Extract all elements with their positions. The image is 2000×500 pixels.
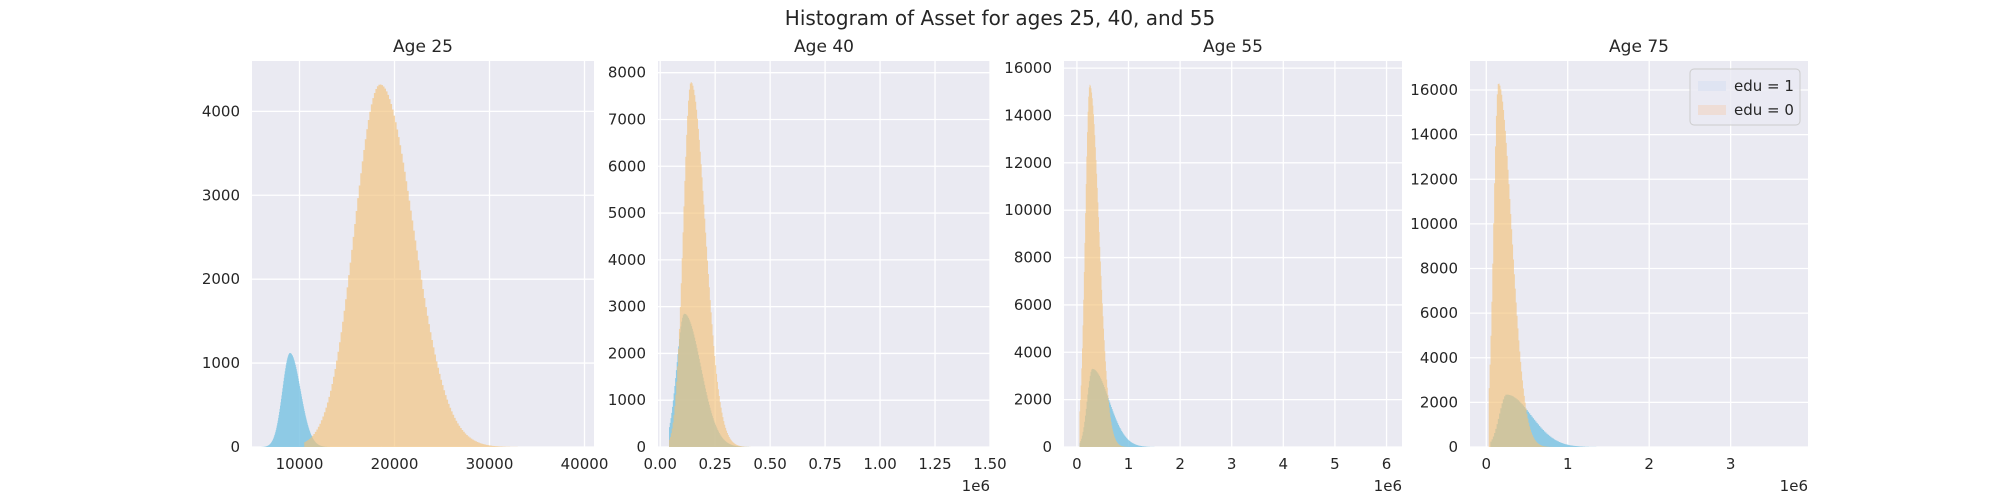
x-tick-label: 1: [1563, 455, 1573, 473]
y-tick-label: 1000: [202, 354, 240, 372]
chart-title: Histogram of Asset for ages 25, 40, and …: [784, 6, 1216, 30]
histogram-bars-edu-0: [1488, 83, 1633, 448]
histogram-bars-edu-1: [261, 353, 338, 447]
x-tick-label: 0.50: [753, 455, 786, 473]
y-tick-label: 3000: [202, 186, 240, 204]
y-tick-label: 2000: [608, 344, 646, 362]
y-tick-label: 6000: [1014, 296, 1052, 314]
x-tick-label: 1.25: [918, 455, 951, 473]
y-tick-label: 14000: [1410, 126, 1458, 144]
x-tick-label: 6: [1382, 455, 1392, 473]
plot-area: [1064, 61, 1402, 447]
y-tick-label: 5000: [608, 204, 646, 222]
x-tick-label: 3: [1227, 455, 1237, 473]
y-tick-label: 6000: [608, 157, 646, 175]
x-tick-label: 1.00: [863, 455, 896, 473]
y-tick-label: 2000: [1014, 391, 1052, 409]
panel-title: Age 75: [1609, 37, 1669, 57]
x-offset-label: 1e6: [1780, 477, 1808, 495]
y-tick-label: 1000: [608, 391, 646, 409]
panel-title: Age 25: [393, 37, 453, 57]
y-tick-label: 0: [1042, 438, 1052, 456]
y-tick-label: 4000: [1420, 349, 1458, 367]
legend-entry: edu = 0: [1734, 101, 1794, 119]
y-tick-label: 8000: [1420, 260, 1458, 278]
y-tick-label: 16000: [1004, 59, 1052, 77]
y-tick-label: 14000: [1004, 106, 1052, 124]
y-tick-label: 2000: [1420, 393, 1458, 411]
y-tick-label: 4000: [608, 251, 646, 269]
histogram-bars-edu-0: [668, 82, 815, 447]
y-tick-label: 0: [230, 438, 240, 456]
y-tick-label: 4000: [1014, 343, 1052, 361]
y-tick-label: 0: [636, 438, 646, 456]
legend-swatch: [1698, 105, 1726, 115]
histogram-bars-edu-0: [304, 84, 547, 447]
legend-entry: edu = 1: [1734, 77, 1794, 95]
x-tick-label: 2: [1644, 455, 1654, 473]
x-tick-label: 10000: [276, 455, 324, 473]
y-tick-label: 0: [1448, 438, 1458, 456]
x-tick-label: 4: [1279, 455, 1289, 473]
y-tick-label: 4000: [202, 102, 240, 120]
x-tick-label: 0.25: [698, 455, 731, 473]
legend-swatch: [1698, 81, 1726, 91]
x-tick-label: 20000: [371, 455, 419, 473]
x-offset-label: 1e6: [962, 477, 990, 495]
x-tick-label: 2: [1175, 455, 1185, 473]
y-tick-label: 10000: [1410, 215, 1458, 233]
x-tick-label: 40000: [561, 455, 609, 473]
x-tick-label: 30000: [466, 455, 514, 473]
x-tick-label: 5: [1330, 455, 1340, 473]
panel-title: Age 55: [1203, 37, 1263, 57]
histogram-bars-edu-0: [1079, 84, 1181, 447]
y-tick-label: 12000: [1004, 154, 1052, 172]
y-tick-label: 2000: [202, 270, 240, 288]
x-tick-label: 0: [1482, 455, 1492, 473]
y-tick-label: 6000: [1420, 304, 1458, 322]
panel-title: Age 40: [794, 37, 854, 57]
x-tick-label: 0.75: [808, 455, 841, 473]
histogram-bars-edu-1: [1490, 394, 1690, 447]
y-tick-label: 8000: [608, 64, 646, 82]
x-offset-label: 1e6: [1374, 477, 1402, 495]
y-tick-label: 12000: [1410, 170, 1458, 188]
y-tick-label: 3000: [608, 298, 646, 316]
y-tick-label: 7000: [608, 110, 646, 128]
y-tick-label: 8000: [1014, 249, 1052, 267]
y-tick-label: 16000: [1410, 81, 1458, 99]
x-tick-label: 3: [1726, 455, 1736, 473]
x-tick-label: 1.50: [973, 455, 1006, 473]
y-tick-label: 10000: [1004, 201, 1052, 219]
x-tick-label: 0.00: [643, 455, 676, 473]
x-tick-label: 1: [1124, 455, 1134, 473]
x-tick-label: 0: [1072, 455, 1082, 473]
